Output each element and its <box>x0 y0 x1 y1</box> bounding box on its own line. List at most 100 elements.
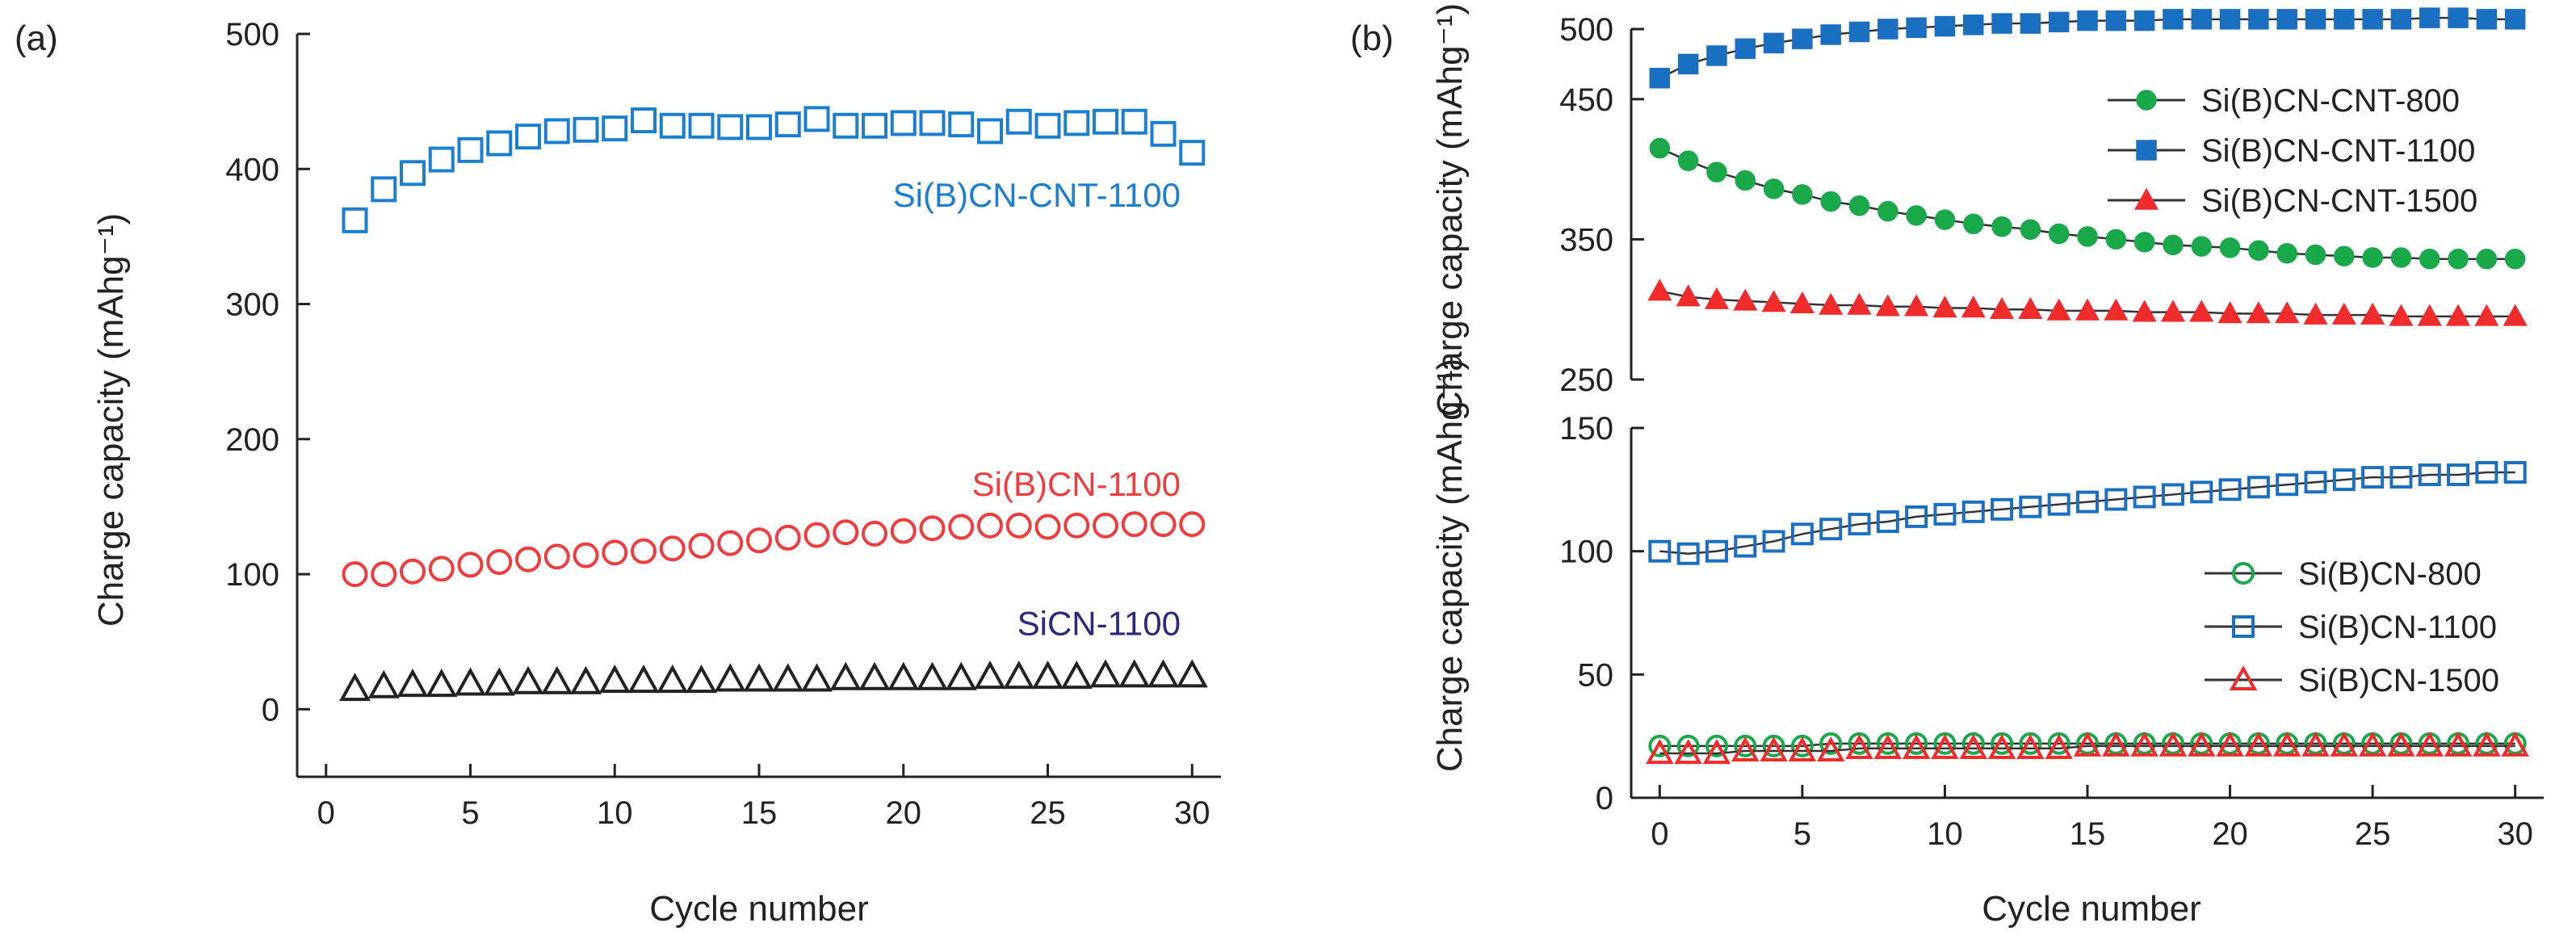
panel-b-bottom-point-si-b-cn-1500-16 <box>2102 731 2130 757</box>
panel-a-point-sicn-1100-4 <box>426 669 458 698</box>
panel-b-bottom-point-si-b-cn-1100-6 <box>1819 518 1843 541</box>
panel-b-bottom-point-si-b-cn-800-13 <box>2019 732 2042 755</box>
panel-b-top-point-si-b-cn-cnt-1500-23 <box>2303 302 2328 325</box>
panel-a-point-sicn-1100-18 <box>829 661 862 690</box>
panel-b-bottom-x-tick-label-5: 5 <box>1794 816 1811 852</box>
panel-b-bottom-point-si-b-cn-1100-28 <box>2447 463 2470 487</box>
panel-b-top-point-si-b-cn-cnt-1100-17 <box>2133 10 2155 31</box>
panel-b-top-point-si-b-cn-cnt-800-11 <box>1963 213 1984 235</box>
panel-b-bottom-point-si-b-cn-1100-7 <box>1848 513 1871 536</box>
panel-b-bottom-y-tick-label-100: 100 <box>1559 535 1613 570</box>
panel-b-bottom-point-si-b-cn-1500-0 <box>1646 739 1674 765</box>
panel-b-bottom-point-si-b-cn-1100-21 <box>2247 476 2270 499</box>
panel-b-bottom-point-si-b-cn-1500-19 <box>2188 731 2216 757</box>
panel-b-bottom-point-si-b-cn-1100-4 <box>1762 530 1785 553</box>
panel-b-bottom-point-si-b-cn-1500-13 <box>2016 734 2045 759</box>
panel-a-x-tick-label-15: 15 <box>741 795 778 831</box>
panel-b-top-point-si-b-cn-cnt-800-26 <box>2390 247 2412 268</box>
panel-b-top-legend-marker-si-b-cn-cnt-1100 <box>2136 140 2157 161</box>
panel-b-top-point-si-b-cn-cnt-800-21 <box>2248 240 2269 262</box>
panel-a-point-sicn-1100-22 <box>945 661 977 690</box>
panel-b-bottom-point-si-b-cn-1500-25 <box>2358 731 2387 757</box>
panel-b-top-point-si-b-cn-cnt-800-4 <box>1763 178 1785 199</box>
panel-a-point-sicn-1100-12 <box>657 665 689 694</box>
panel-b-top-point-si-b-cn-cnt-1500-29 <box>2474 304 2499 326</box>
panel-b-top-point-si-b-cn-cnt-800-17 <box>2133 232 2155 253</box>
panel-a-point-si-b-cn-cnt-1100-10 <box>602 115 628 142</box>
panel-a-point-si-b-cn-cnt-1100-3 <box>400 160 426 187</box>
panel-a-point-si-b-cn-cnt-1100-6 <box>486 130 513 157</box>
panel-b-bottom-x-tick-label-20: 20 <box>2212 816 2248 852</box>
panel-a-y-axis-title: Charge capacity (mAhg⁻¹) <box>91 213 131 627</box>
panel-b-bottom-x-tick-label-0: 0 <box>1651 816 1668 852</box>
panel-a: (a) Charge capacity (mAhg⁻¹) Cycle numbe… <box>15 17 1221 929</box>
panel-b-top-point-si-b-cn-cnt-1100-4 <box>1763 32 1785 54</box>
panel-b-top-point-si-b-cn-cnt-1500-27 <box>2417 304 2442 326</box>
panel-b-bottom-point-si-b-cn-1500-22 <box>2272 731 2301 757</box>
panel-a-point-sicn-1100-5 <box>455 667 486 696</box>
panel-b-bottom-point-si-b-cn-800-3 <box>1734 734 1757 757</box>
panel-b-bottom-point-si-b-cn-1500-12 <box>1987 734 2016 759</box>
panel-b-bottom-point-si-b-cn-1500-27 <box>2415 731 2444 757</box>
panel-b-bottom-legend-marker-si-b-cn-800 <box>2232 562 2255 585</box>
panel-a-point-si-b-cn-1100-9 <box>573 542 599 568</box>
panel-a-point-si-b-cn-cnt-1100-24 <box>1005 108 1032 135</box>
panel-a-point-si-b-cn-1100-21 <box>919 515 946 542</box>
panel-b-bottom-point-si-b-cn-1100-12 <box>1991 497 2014 521</box>
panel-b-bottom-point-si-b-cn-800-6 <box>1819 732 1843 755</box>
panel-b-bottom-point-si-b-cn-1500-23 <box>2301 731 2330 757</box>
panel-b-top-point-si-b-cn-cnt-1100-10 <box>1934 15 1956 37</box>
panel-b: (b) Charge capacity (mAhg⁻¹) Charge capa… <box>1350 3 2544 929</box>
panel-b-bottom-legend-label-si-b-cn-1500: Si(B)CN-1500 <box>2298 663 2499 698</box>
panel-b-top-point-si-b-cn-cnt-800-22 <box>2276 243 2297 264</box>
panel-b-bottom-point-si-b-cn-800-14 <box>2047 732 2070 755</box>
panel-b-bottom-point-si-b-cn-1500-3 <box>1731 736 1760 762</box>
panel-a-point-si-b-cn-cnt-1100-14 <box>717 114 744 140</box>
panel-a-point-si-b-cn-1100-13 <box>688 532 715 559</box>
panel-b-top-legend-marker-si-b-cn-cnt-800 <box>2136 90 2157 111</box>
panel-b-bottom-point-si-b-cn-1100-10 <box>1933 502 1957 526</box>
panel-b-bottom-point-si-b-cn-1500-15 <box>2073 731 2102 757</box>
panel-a-point-si-b-cn-1100-22 <box>948 514 975 540</box>
panel-b-top-point-si-b-cn-cnt-1100-26 <box>2390 9 2412 30</box>
panel-a-point-si-b-cn-1100-4 <box>428 556 455 582</box>
panel-b-bottom-point-si-b-cn-1100-14 <box>2047 493 2070 516</box>
panel-b-top-point-si-b-cn-cnt-800-23 <box>2305 244 2326 266</box>
panel-b-top-point-si-b-cn-cnt-1500-26 <box>2389 304 2414 326</box>
panel-b-bottom-point-si-b-cn-1100-30 <box>2503 460 2527 484</box>
panel-a-series-label-si-b-cn-1100: Si(B)CN-1100 <box>972 465 1181 503</box>
panel-b-bottom-point-si-b-cn-1500-10 <box>1931 734 1959 759</box>
panel-b-bottom-point-si-b-cn-1100-0 <box>1648 539 1672 563</box>
panel-b-top-point-si-b-cn-cnt-1500-24 <box>2331 302 2356 325</box>
panel-b-top-point-si-b-cn-cnt-800-15 <box>2077 226 2098 247</box>
panel-a-point-si-b-cn-1100-19 <box>862 520 887 547</box>
panel-b-top-point-si-b-cn-cnt-1100-7 <box>1848 21 1870 43</box>
panel-a-point-si-b-cn-cnt-1100-18 <box>833 112 859 139</box>
panel-b-top-point-si-b-cn-cnt-800-25 <box>2362 247 2383 268</box>
panel-a-y-tick-label-0: 0 <box>262 692 279 728</box>
panel-b-top-y-tick-label-250: 250 <box>1559 363 1613 398</box>
panel-b-bottom-point-si-b-cn-1100-24 <box>2332 468 2356 492</box>
panel-b-top-y-axis-title: Charge capacity (mAhg⁻¹) <box>1430 3 1470 417</box>
panel-a-point-si-b-cn-cnt-1100-4 <box>428 146 455 173</box>
panel-a-point-si-b-cn-cnt-1100-15 <box>746 114 772 140</box>
panel-b-top-point-si-b-cn-cnt-1100-12 <box>1991 13 2012 34</box>
panel-a-point-sicn-1100-19 <box>858 661 891 690</box>
panel-b-top-point-si-b-cn-cnt-800-29 <box>2476 248 2498 270</box>
panel-b-top-legend-label-si-b-cn-cnt-800: Si(B)CN-CNT-800 <box>2201 83 2460 119</box>
panel-a-point-si-b-cn-1100-30 <box>1179 511 1206 538</box>
panel-a-x-tick-label-0: 0 <box>317 795 335 831</box>
panel-b-top-point-si-b-cn-cnt-1100-14 <box>2048 11 2070 33</box>
panel-b-top-point-si-b-cn-cnt-1500-15 <box>2075 298 2100 321</box>
panel-a-point-si-b-cn-1100-14 <box>717 530 744 556</box>
panel-a-point-sicn-1100-2 <box>367 669 400 698</box>
panel-b-top-point-si-b-cn-cnt-1100-2 <box>1706 45 1727 66</box>
panel-b-bottom-point-si-b-cn-1500-9 <box>1902 734 1931 759</box>
panel-a-point-si-b-cn-1100-18 <box>833 519 859 546</box>
panel-b-bottom-point-si-b-cn-1500-28 <box>2444 731 2473 757</box>
panel-b-bottom-point-si-b-cn-1100-13 <box>2019 495 2042 518</box>
panel-b-top-point-si-b-cn-cnt-1100-6 <box>1820 24 1841 45</box>
panel-b-bottom-point-si-b-cn-1100-2 <box>1705 539 1728 563</box>
panel-b-bottom-point-si-b-cn-1100-18 <box>2161 483 2184 506</box>
panel-b-bottom-point-si-b-cn-1500-29 <box>2473 731 2501 757</box>
